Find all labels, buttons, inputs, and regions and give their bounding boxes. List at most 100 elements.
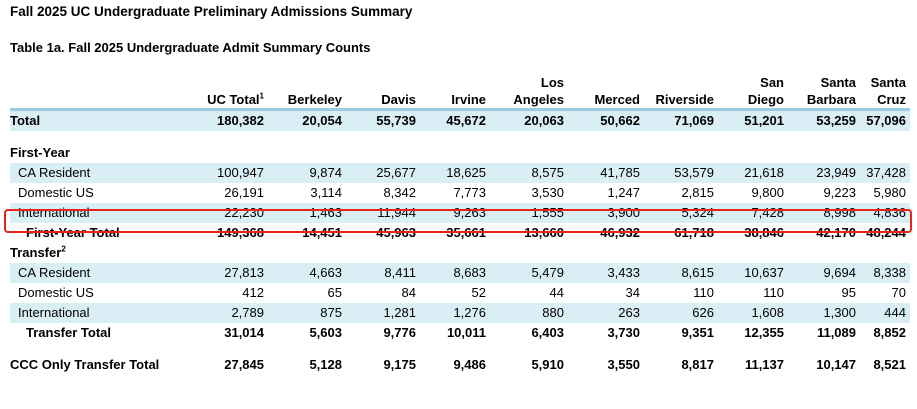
table-cell: 38,846 <box>744 225 784 240</box>
header-uc-total: UC Total1 <box>172 72 268 111</box>
table-cell: 11,944 <box>346 203 420 223</box>
table-cell: 57,096 <box>860 109 910 131</box>
table-cell: 1,555 <box>490 203 568 223</box>
table-cell: 45,963 <box>376 225 416 240</box>
table-cell: 7,428 <box>718 203 788 223</box>
table-cell: 100,947 <box>172 163 268 183</box>
table-cell: 3,550 <box>607 357 640 372</box>
table-cell: 3,900 <box>568 203 644 223</box>
table-cell: 9,874 <box>268 163 346 183</box>
table-cell: 1,463 <box>268 203 346 223</box>
table-cell: 37,428 <box>860 163 910 183</box>
table-row: CA Resident 100,947 9,874 25,677 18,625 8,57… <box>10 163 910 183</box>
table-cell: 5,980 <box>873 185 906 200</box>
table-cell: 9,776 <box>383 325 416 340</box>
table-cell: 71,069 <box>644 109 718 131</box>
table-cell: 52 <box>471 285 486 300</box>
table-cell: 8,338 <box>860 263 910 283</box>
table-cell: 26,191 <box>224 185 264 200</box>
table-row: First-Year Total 149,368 14,451 45,963 35,6… <box>10 223 910 243</box>
table-cell: 20,054 <box>268 109 346 131</box>
table-cell: 6,403 <box>531 325 564 340</box>
table-row: Domestic US 412 65 84 52 44 34 110 110 95 70 <box>10 283 910 303</box>
header-blank <box>10 72 172 111</box>
table-cell: 34 <box>625 285 640 300</box>
table-cell: 12,355 <box>744 325 784 340</box>
table-cell: 1,300 <box>788 303 860 323</box>
table-cell: 5,910 <box>531 357 564 372</box>
table-cell: 8,411 <box>346 263 420 283</box>
section-label: First-Year <box>10 145 70 160</box>
table-cell: 31,014 <box>224 325 264 340</box>
table-cell: 8,852 <box>873 325 906 340</box>
table-cell: 10,147 <box>816 357 856 372</box>
table-cell: 84 <box>401 285 416 300</box>
table-cell: 626 <box>644 303 718 323</box>
table-cell: 5,479 <box>490 263 568 283</box>
section-label: Transfer2 <box>10 244 66 260</box>
table-cell: 1,276 <box>420 303 490 323</box>
row-label: International <box>10 303 172 323</box>
table-cell: 7,773 <box>453 185 486 200</box>
row-label: International <box>10 203 172 223</box>
table-cell: 9,263 <box>420 203 490 223</box>
table-cell: 14,451 <box>302 225 342 240</box>
table-cell: 22,230 <box>172 203 268 223</box>
table-row: International 22,230 1,463 11,944 9,263 1,55… <box>10 203 910 223</box>
page-title: Fall 2025 UC Undergraduate Preliminary A… <box>10 4 413 19</box>
table-cell: 23,949 <box>788 163 860 183</box>
admit-summary-table: UC Total1 Berkeley Davis Irvine Los Angel… <box>10 72 910 375</box>
table-cell: 5,324 <box>644 203 718 223</box>
row-label: CA Resident <box>10 263 172 283</box>
row-label: First-Year Total <box>26 225 120 240</box>
table-cell: 1,608 <box>718 303 788 323</box>
table-cell: 9,694 <box>788 263 860 283</box>
table-cell: 21,618 <box>718 163 788 183</box>
table-cell: 46,932 <box>600 225 640 240</box>
table-cell: 8,998 <box>788 203 860 223</box>
table-cell: 8,521 <box>873 357 906 372</box>
table-cell: 55,739 <box>346 109 420 131</box>
header-santa-barbara: Santa Barbara <box>788 72 860 111</box>
section-heading-transfer: Transfer2 <box>10 243 910 263</box>
table-cell: 412 <box>242 285 264 300</box>
table-cell: 70 <box>891 285 906 300</box>
table-cell: 65 <box>327 285 342 300</box>
table-cell: 444 <box>860 303 910 323</box>
table-cell: 5,603 <box>309 325 342 340</box>
table-cell: 3,433 <box>568 263 644 283</box>
table-cell: 3,530 <box>531 185 564 200</box>
footnote-1: 1 <box>259 91 264 101</box>
table-cell: 8,342 <box>383 185 416 200</box>
table-row: Domestic US 26,191 3,114 8,342 7,773 3,530 1,… <box>10 183 910 203</box>
table-cell: 110 <box>693 285 714 300</box>
table-row: Transfer Total 31,014 5,603 9,776 10,011 6,4… <box>10 323 910 343</box>
row-label: Transfer Total <box>26 325 112 340</box>
header-los-angeles: Los Angeles <box>490 72 568 111</box>
table-cell: 20,063 <box>490 109 568 131</box>
table-cell: 11,137 <box>744 357 784 372</box>
table-cell: 35,661 <box>446 225 486 240</box>
table-cell: 1,247 <box>607 185 640 200</box>
table-cell: 9,175 <box>383 357 416 372</box>
table-cell: 27,845 <box>224 357 264 372</box>
table-cell: 8,615 <box>644 263 718 283</box>
table-row: International 2,789 875 1,281 1,276 880 263 62… <box>10 303 910 323</box>
table-cell: 44 <box>549 285 564 300</box>
table-cell: 3,114 <box>310 185 342 200</box>
header-riverside: Riverside <box>644 72 718 111</box>
table-cell: 51,201 <box>718 109 788 131</box>
table-cell: 27,813 <box>172 263 268 283</box>
table-cell: 25,677 <box>346 163 420 183</box>
table-cell: 4,836 <box>860 203 910 223</box>
section-heading-first-year: First-Year <box>10 143 910 163</box>
row-label: Total <box>10 109 172 131</box>
table-cell: 53,579 <box>644 163 718 183</box>
table-cell: 53,259 <box>788 109 860 131</box>
table-cell: 13,660 <box>524 225 564 240</box>
table-row: CA Resident 27,813 4,663 8,411 8,683 5,479 3,… <box>10 263 910 283</box>
table-cell: 50,662 <box>568 109 644 131</box>
table-cell: 1,281 <box>346 303 420 323</box>
table-row: Total 180,382 20,054 55,739 45,672 20,063 50,… <box>10 109 910 131</box>
table-cell: 8,683 <box>420 263 490 283</box>
